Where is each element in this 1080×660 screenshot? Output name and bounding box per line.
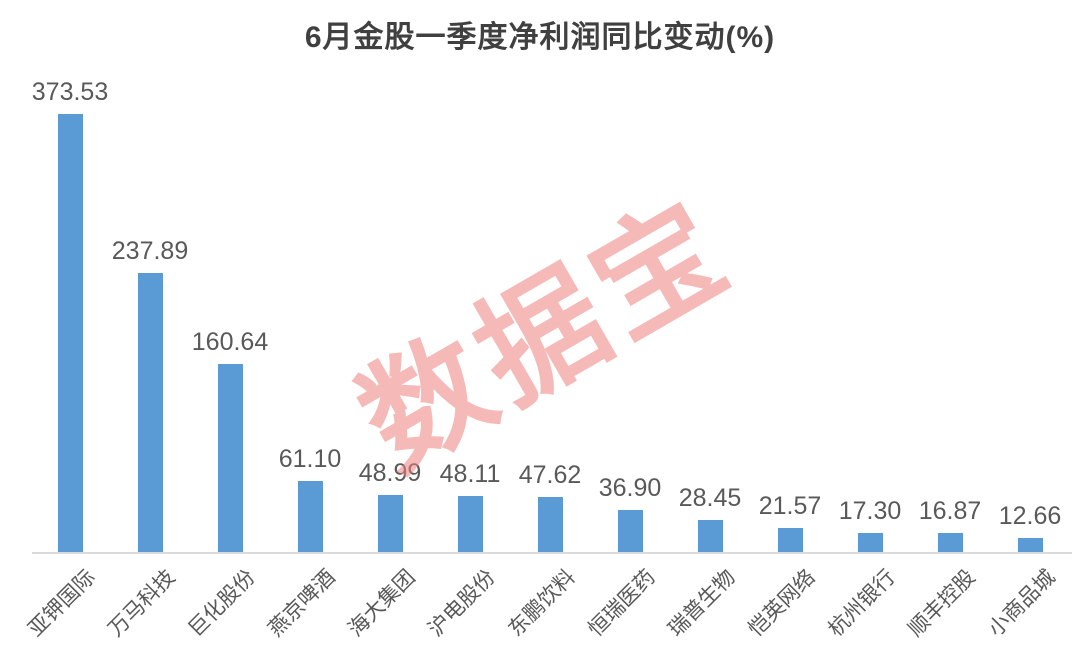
value-label: 48.11 bbox=[439, 460, 501, 489]
value-label: 61.10 bbox=[278, 445, 342, 474]
bar bbox=[537, 497, 563, 553]
category-label: 东鹏饮料 bbox=[504, 565, 580, 642]
chart-title: 6月金股一季度净利润同比变动(%) bbox=[304, 21, 776, 54]
bar bbox=[857, 532, 883, 553]
category-label: 恒瑞医药 bbox=[584, 565, 660, 642]
bar bbox=[217, 364, 243, 553]
category-label: 沪电股份 bbox=[424, 565, 500, 642]
value-label: 12.66 bbox=[998, 502, 1062, 531]
value-label: 28.45 bbox=[678, 483, 742, 512]
value-label: 160.64 bbox=[191, 328, 269, 357]
value-label: 237.89 bbox=[111, 237, 189, 266]
value-label: 36.90 bbox=[598, 473, 662, 502]
category-label: 小商品城 bbox=[984, 565, 1060, 642]
category-label: 巨化股份 bbox=[184, 565, 260, 642]
bar bbox=[697, 519, 723, 553]
bar bbox=[777, 527, 803, 553]
category-label: 杭州银行 bbox=[824, 565, 900, 642]
value-label: 17.30 bbox=[838, 496, 902, 525]
x-axis-line bbox=[32, 552, 1072, 554]
bar bbox=[457, 496, 483, 553]
bar bbox=[617, 509, 643, 553]
bar bbox=[1017, 538, 1043, 553]
value-label: 373.53 bbox=[31, 78, 109, 107]
category-label: 燕京啤酒 bbox=[264, 565, 340, 642]
bar bbox=[937, 533, 963, 553]
value-label: 48.99 bbox=[358, 459, 422, 488]
category-label: 海大集团 bbox=[344, 565, 420, 642]
watermark: 数据宝 bbox=[338, 175, 754, 496]
bar bbox=[137, 273, 163, 553]
value-label: 21.57 bbox=[758, 491, 822, 520]
category-label: 恺英网络 bbox=[744, 565, 820, 642]
bar bbox=[57, 114, 83, 553]
category-label: 顺丰控股 bbox=[904, 565, 980, 642]
bar bbox=[297, 481, 323, 553]
bar bbox=[377, 495, 403, 553]
value-label: 47.62 bbox=[518, 461, 582, 490]
category-label: 瑞普生物 bbox=[664, 565, 740, 642]
value-label: 16.87 bbox=[918, 497, 982, 526]
category-label: 亚钾国际 bbox=[24, 565, 100, 642]
category-label: 万马科技 bbox=[104, 565, 180, 642]
